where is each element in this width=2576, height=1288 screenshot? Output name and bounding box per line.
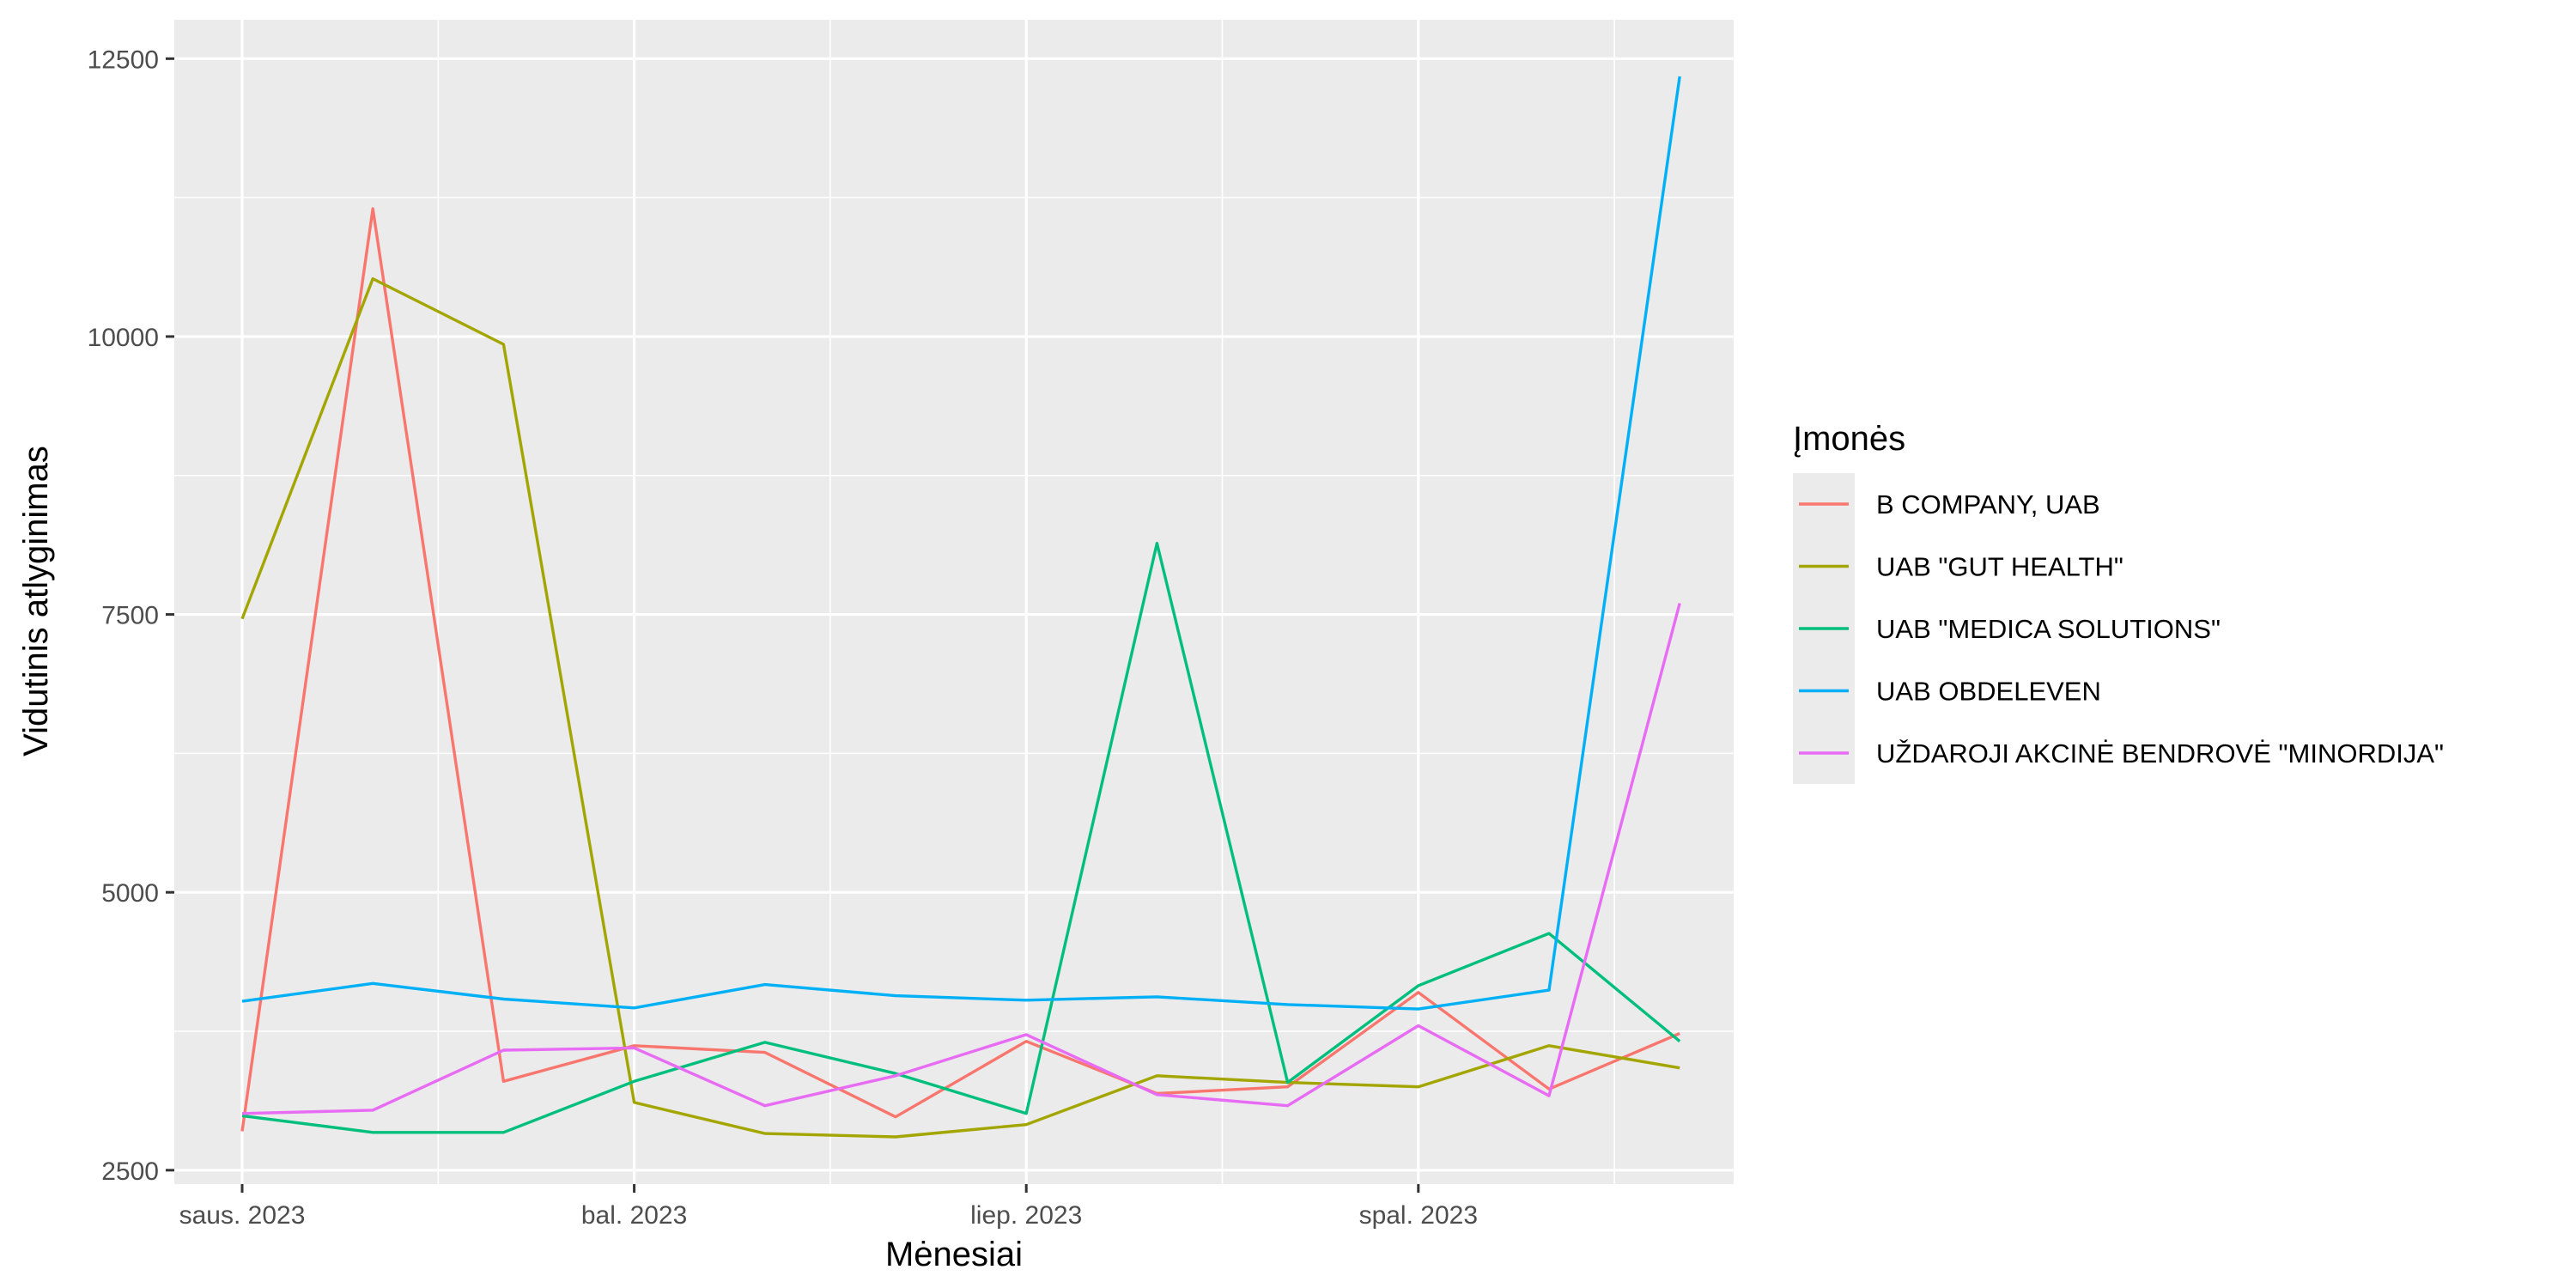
minor-gridlines bbox=[174, 20, 1734, 1184]
y-axis-tick-labels: 2500 5000 7500 10000 12500 bbox=[88, 46, 159, 1186]
x-tick-label: spal. 2023 bbox=[1359, 1201, 1478, 1230]
y-tick-label: 10000 bbox=[88, 324, 159, 352]
y-tick-label: 5000 bbox=[101, 879, 159, 908]
y-tick-label: 12500 bbox=[88, 46, 159, 74]
legend-item: UAB OBDELEVEN bbox=[1799, 677, 2101, 707]
axis-ticks bbox=[166, 57, 1420, 1193]
legend-label: UŽDAROJI AKCINĖ BENDROVĖ "MINORDIJA" bbox=[1876, 738, 2444, 769]
legend-label: UAB "MEDICA SOLUTIONS" bbox=[1876, 614, 2221, 644]
y-axis-title: Vidutinis atlyginimas bbox=[17, 446, 55, 756]
series-line bbox=[240, 276, 1680, 1139]
legend-label: UAB "GUT HEALTH" bbox=[1876, 552, 2123, 582]
x-tick-label: liep. 2023 bbox=[970, 1201, 1082, 1230]
series-line bbox=[240, 207, 1680, 1132]
legend-label: UAB OBDELEVEN bbox=[1876, 677, 2101, 707]
legend-item: UAB "GUT HEALTH" bbox=[1799, 552, 2123, 582]
x-axis-tick-labels: saus. 2023 bal. 2023 liep. 2023 spal. 2023 bbox=[179, 1201, 1478, 1230]
series-lines bbox=[240, 76, 1681, 1139]
series-line bbox=[241, 542, 1681, 1134]
legend-title: Įmonės bbox=[1793, 420, 1905, 458]
legend-items: B COMPANY, UAB UAB "GUT HEALTH" UAB "MEDIC… bbox=[1799, 489, 2444, 769]
y-tick-label: 2500 bbox=[101, 1157, 159, 1186]
legend-item: B COMPANY, UAB bbox=[1799, 489, 2100, 519]
legend-item: UAB "MEDICA SOLUTIONS" bbox=[1799, 614, 2221, 644]
series-line bbox=[241, 603, 1681, 1115]
series-line bbox=[241, 76, 1681, 1011]
legend-item: UŽDAROJI AKCINĖ BENDROVĖ "MINORDIJA" bbox=[1799, 738, 2444, 769]
y-tick-label: 7500 bbox=[101, 602, 159, 630]
x-axis-title: Mėnesiai bbox=[885, 1236, 1023, 1273]
legend: Įmonės B COMPANY, UAB UAB "GUT HEALTH" UAB… bbox=[1793, 420, 2444, 784]
legend-label: B COMPANY, UAB bbox=[1876, 489, 2100, 519]
x-tick-label: saus. 2023 bbox=[179, 1201, 306, 1230]
panel-background bbox=[174, 20, 1734, 1184]
x-tick-label: bal. 2023 bbox=[581, 1201, 687, 1230]
